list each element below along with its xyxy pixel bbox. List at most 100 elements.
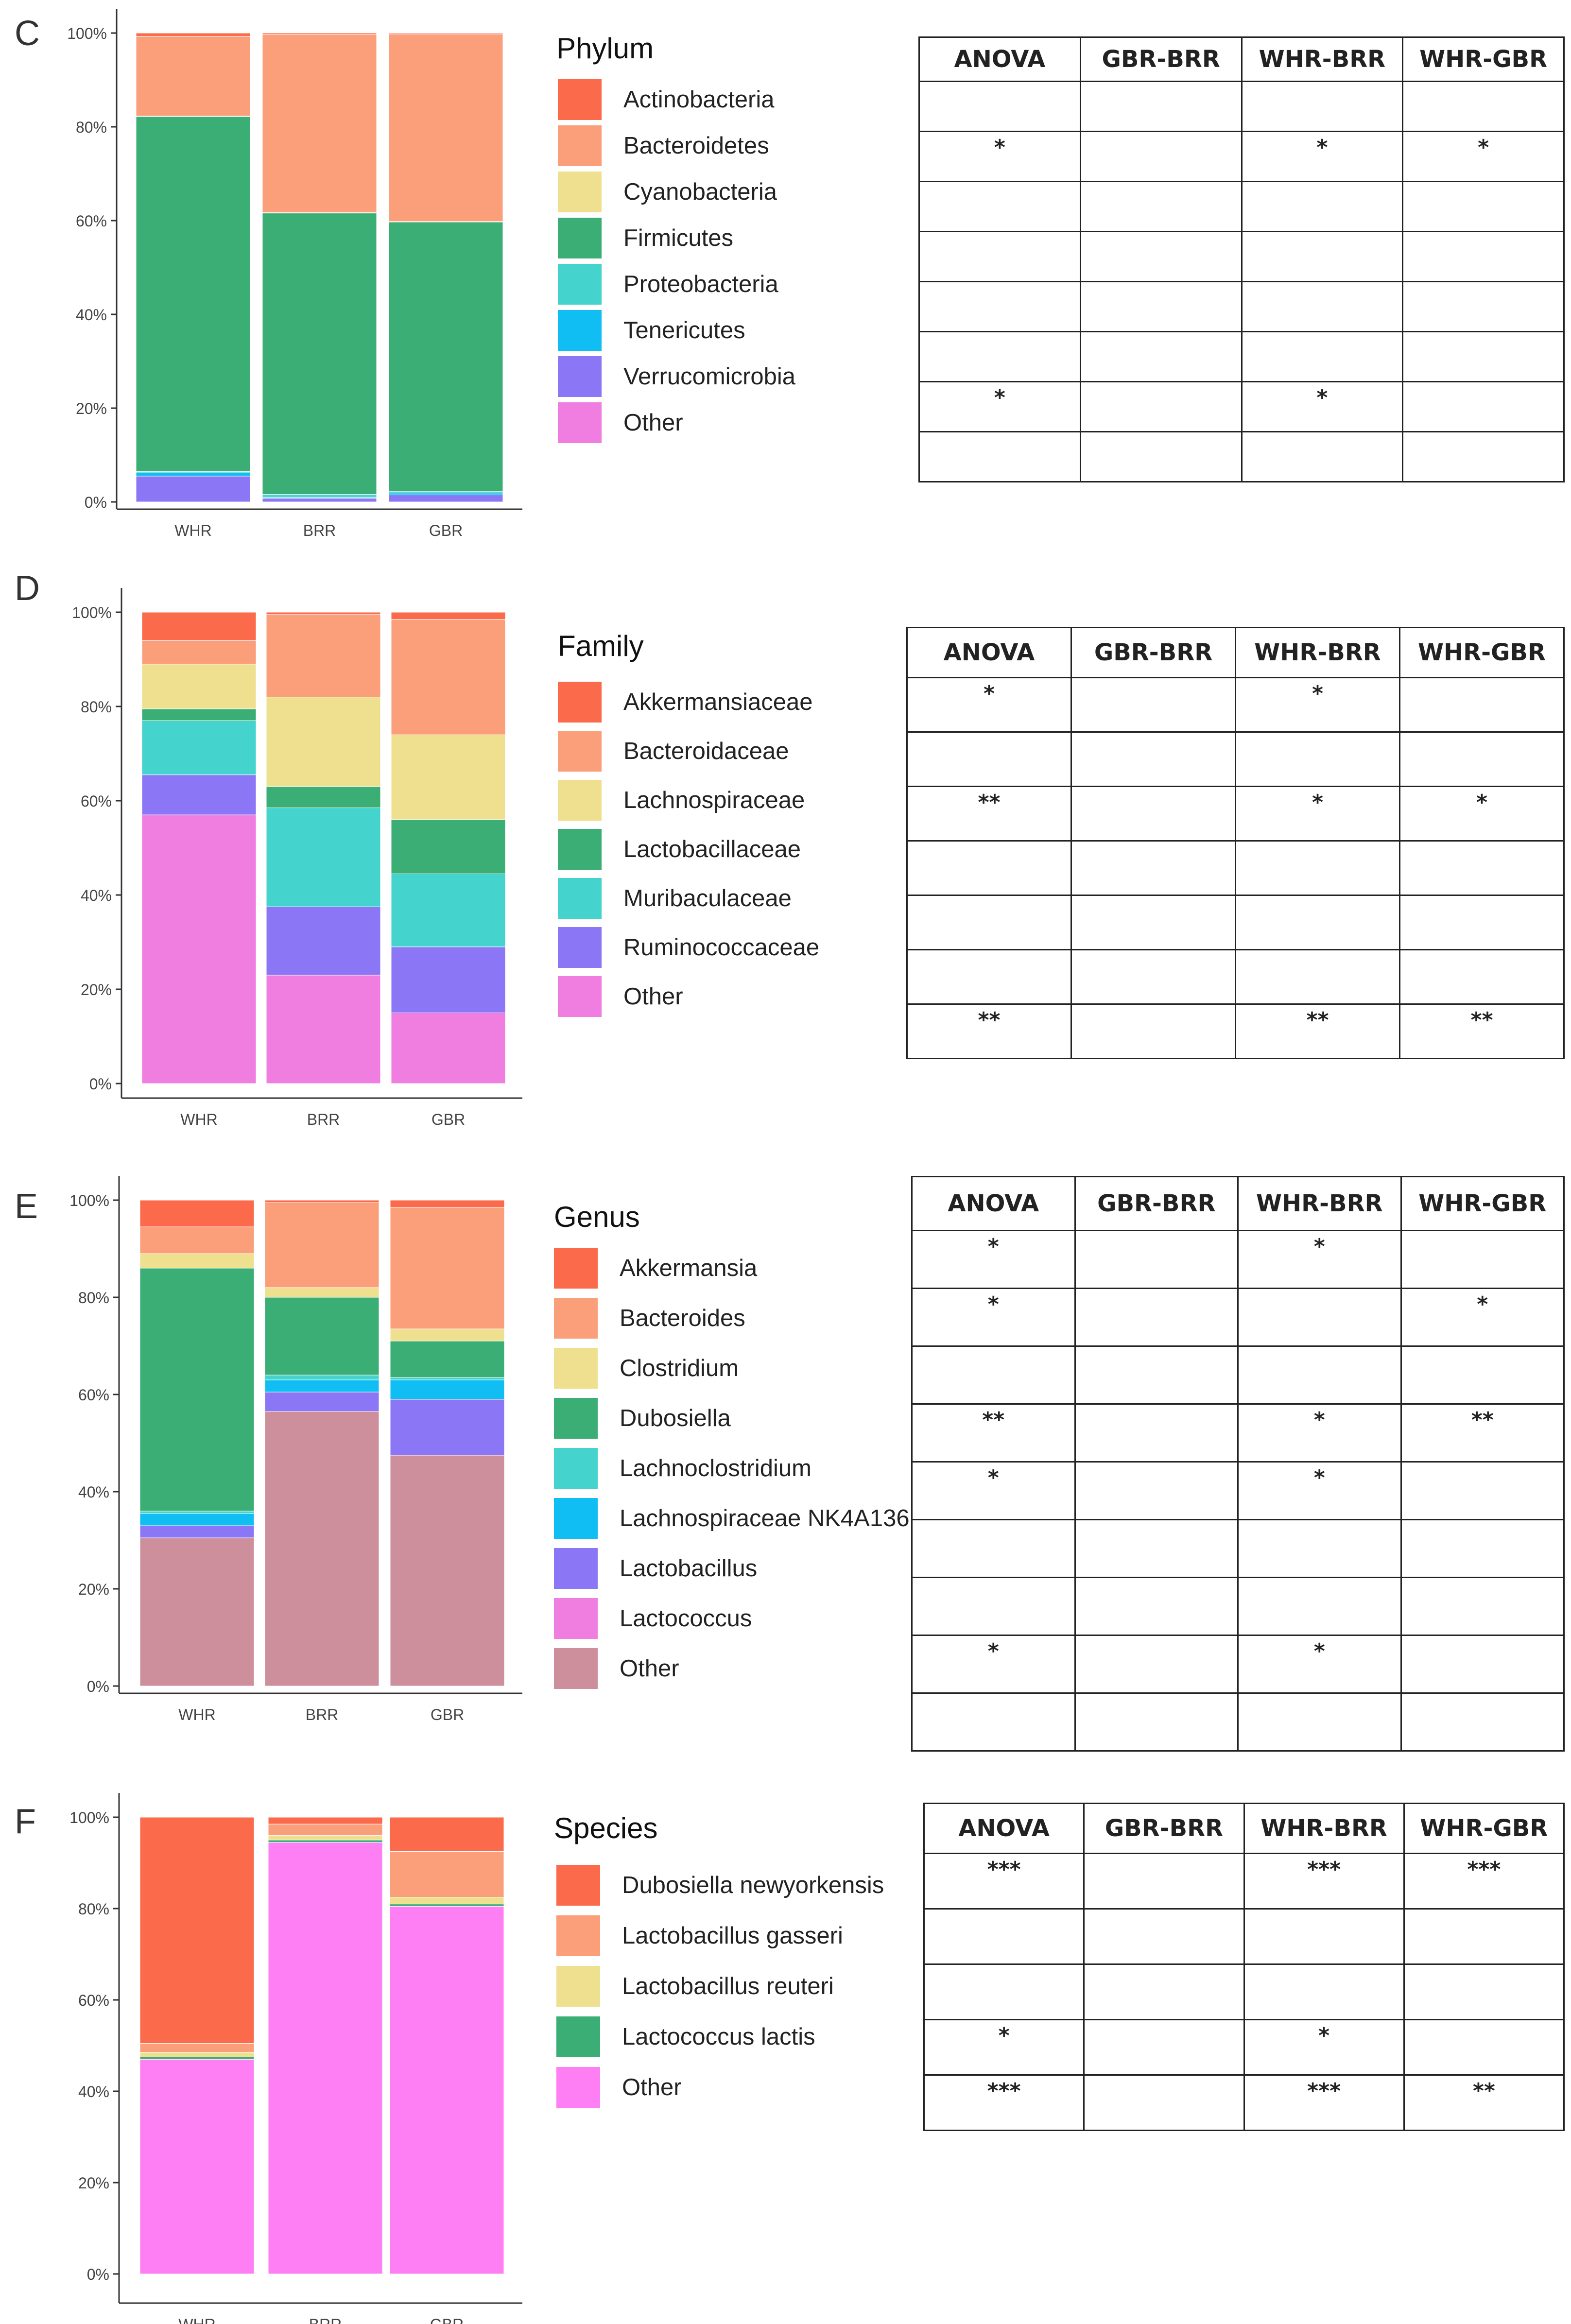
bar-segment-whr-lactobacillus-reuteri xyxy=(139,2052,255,2057)
table-cell xyxy=(1399,840,1565,896)
bar-segment-gbr-lactobacillaceae xyxy=(391,819,506,874)
table-row xyxy=(923,1963,1565,2020)
table-cell: * xyxy=(911,1288,1076,1347)
legend-swatch xyxy=(558,878,602,919)
bar-segment-gbr-dubosiella xyxy=(390,1341,505,1378)
table-cell xyxy=(1399,949,1565,1005)
table-row xyxy=(906,895,1565,950)
table-cell xyxy=(918,281,1081,332)
bar-segment-brr-dubosiella xyxy=(264,1297,380,1376)
table-row xyxy=(911,1345,1565,1405)
table-row xyxy=(918,331,1565,382)
table-cell xyxy=(1083,1853,1245,1910)
x-tick-label: WHR xyxy=(178,2316,215,2324)
table-cell xyxy=(1241,431,1404,482)
legend-swatch xyxy=(558,79,602,120)
x-tick-label: BRR xyxy=(309,2316,342,2324)
table-cell xyxy=(1399,677,1565,733)
bar-segment-whr-lachnospiraceae-nk4a136 xyxy=(139,1513,255,1526)
bar-segment-whr-akkermansia xyxy=(139,1200,255,1227)
legend-swatch xyxy=(554,1248,598,1289)
phylum-bar-chart: 0% 20% 40% 60% 80% 100% WHR BRR GBR xyxy=(67,9,522,539)
legend-item: Lachnospiraceae xyxy=(558,778,805,822)
bar-segment-brr-proteobacteria xyxy=(262,494,377,498)
table-header-cell: GBR-BRR xyxy=(1070,627,1236,678)
x-tick-label: BRR xyxy=(307,1111,340,1128)
legend-swatch xyxy=(554,1548,598,1589)
table-row: * * * xyxy=(918,131,1565,182)
table-cell xyxy=(1074,1519,1239,1578)
legend-item: Lactobacillus xyxy=(554,1547,757,1590)
legend-label: Lactobacillus gasseri xyxy=(622,1923,843,1949)
table-cell: * xyxy=(1235,677,1400,733)
species-significance-table: ANOVA GBR-BRR WHR-BRR WHR-GBR *** *** *** * * ***… xyxy=(923,1803,1565,2131)
table-cell: * xyxy=(918,381,1081,432)
table-cell xyxy=(1235,731,1400,787)
table-header-cell: GBR-BRR xyxy=(1079,36,1243,82)
table-cell xyxy=(1235,840,1400,896)
bar-segment-whr-tenericutes xyxy=(136,472,251,477)
table-cell: * xyxy=(911,1230,1076,1289)
table-cell xyxy=(1235,895,1400,950)
legend-item: Lactococcus lactis xyxy=(556,2015,815,2059)
legend-swatch xyxy=(554,1648,598,1689)
table-cell xyxy=(1241,331,1404,382)
panel-f: F 0% 20% 40% 60% 80% 100% WHR BRR GBR Species Du… xyxy=(0,1754,1571,2324)
legend-swatch xyxy=(558,927,602,968)
table-cell xyxy=(1079,181,1243,232)
legend-item: Bacteroides xyxy=(554,1296,745,1340)
legend-label: Verrucomicrobia xyxy=(623,363,796,390)
bar-segment-brr-lactobacillus xyxy=(264,1392,380,1412)
bar-segment-whr-bacteroides xyxy=(139,1226,255,1254)
legend-label: Lachnospiraceae xyxy=(623,787,805,813)
legend-label: Other xyxy=(622,2074,682,2100)
table-cell xyxy=(923,1963,1085,2020)
legend-swatch xyxy=(554,1498,598,1539)
bar-segment-gbr-akkermansia xyxy=(390,1200,505,1208)
bar-segment-gbr-firmicutes xyxy=(388,222,503,492)
table-header-cell: WHR-BRR xyxy=(1237,1176,1402,1231)
y-tick-label: 40% xyxy=(81,887,112,904)
bar-segment-brr-lactococcus-lactis xyxy=(268,1840,383,1843)
x-tick-label: WHR xyxy=(180,1111,217,1128)
table-cell xyxy=(906,895,1072,950)
bar-segment-whr-muribaculaceae xyxy=(141,720,257,775)
genus-bar-chart: 0% 20% 40% 60% 80% 100% WHR BRR GBR xyxy=(69,1176,522,1723)
legend-item: Cyanobacteria xyxy=(558,170,777,214)
y-tick-label: 60% xyxy=(78,1992,109,2009)
table-cell xyxy=(1074,1403,1239,1463)
bar-segment-whr-lactobacillaceae xyxy=(141,708,257,721)
legend-label: Dubosiella xyxy=(620,1405,731,1431)
y-tick-label: 20% xyxy=(78,2174,109,2192)
table-cell xyxy=(1241,181,1404,232)
legend-item: Bacteroidaceae xyxy=(558,729,789,773)
legend-label: Akkermansiaceae xyxy=(623,689,813,715)
legend-label: Dubosiella newyorkensis xyxy=(622,1872,884,1898)
legend-swatch xyxy=(558,310,602,351)
table-cell: * xyxy=(1237,1230,1402,1289)
table-cell xyxy=(1070,731,1236,787)
table-cell xyxy=(918,81,1081,132)
table-row xyxy=(923,1908,1565,1965)
table-cell xyxy=(1399,731,1565,787)
y-tick-label: 80% xyxy=(78,1900,109,1918)
table-header-cell: WHR-GBR xyxy=(1400,1176,1565,1231)
table-header-cell: WHR-GBR xyxy=(1403,1803,1565,1854)
bar-segment-brr-verrucomicrobia xyxy=(262,498,377,502)
bar-segment-brr-other xyxy=(264,1411,380,1687)
table-cell xyxy=(1083,2019,1245,2076)
table-cell xyxy=(906,731,1072,787)
table-cell: * xyxy=(1237,1461,1402,1520)
legend-item: Proteobacteria xyxy=(558,262,778,306)
legend-swatch xyxy=(554,1298,598,1339)
legend-label: Bacteroidetes xyxy=(623,133,769,159)
table-cell xyxy=(1074,1692,1239,1752)
table-cell xyxy=(1083,1963,1245,2020)
legend-label: Other xyxy=(620,1655,679,1682)
table-header-cell: WHR-BRR xyxy=(1243,1803,1405,1854)
table-cell: * xyxy=(911,1461,1076,1520)
table-cell xyxy=(1079,381,1243,432)
legend-label: Firmicutes xyxy=(623,225,733,251)
table-cell xyxy=(906,840,1072,896)
legend-label: Lactobacillaceae xyxy=(623,836,801,862)
